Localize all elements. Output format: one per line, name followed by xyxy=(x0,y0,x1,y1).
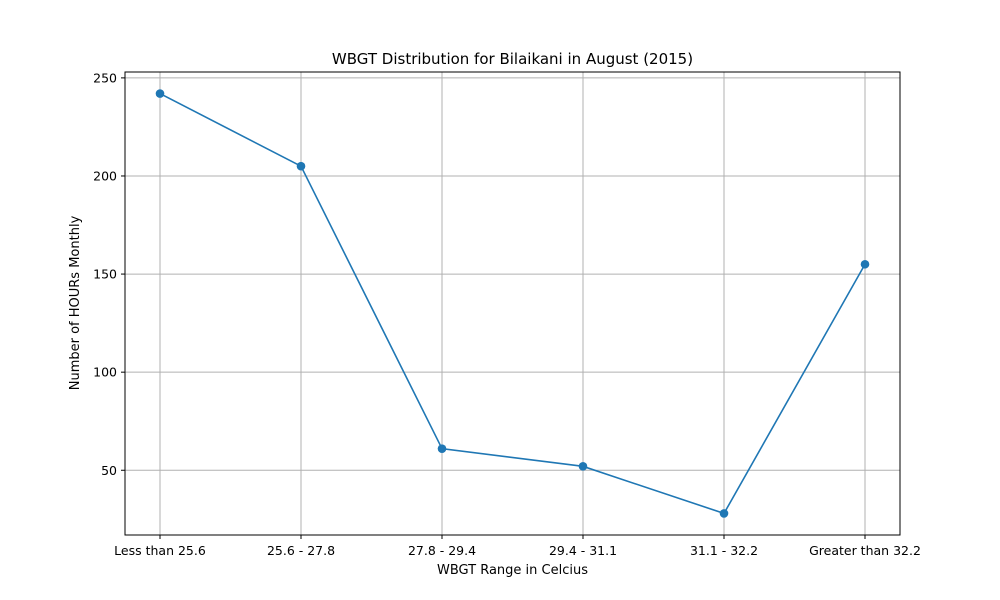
series-layer xyxy=(155,89,870,518)
data-point xyxy=(578,462,588,471)
plot-area-frame xyxy=(124,71,901,536)
data-point xyxy=(296,161,306,171)
y-tick-label: 200 xyxy=(93,168,117,183)
data-point xyxy=(155,89,165,98)
grid-lines xyxy=(125,72,900,535)
x-tick-label: 31.1 - 32.2 xyxy=(690,543,758,558)
series-line xyxy=(159,92,866,515)
x-tick-label: Greater than 32.2 xyxy=(809,543,921,558)
x-tick-label: Less than 25.6 xyxy=(114,543,206,558)
y-axis-label: Number of HOURs Monthly xyxy=(68,215,83,390)
data-point xyxy=(860,259,870,269)
y-tick-label: 250 xyxy=(93,70,117,85)
y-tick-label: 150 xyxy=(93,267,117,282)
y-tick-label: 100 xyxy=(93,365,117,380)
y-tick-label: 50 xyxy=(101,463,117,478)
data-point xyxy=(719,509,729,518)
data-point xyxy=(437,444,447,453)
x-axis-label: WBGT Range in Celcius xyxy=(437,563,588,578)
x-tick-label: 25.6 - 27.8 xyxy=(267,543,335,558)
x-tick-label: 27.8 - 29.4 xyxy=(408,543,476,558)
chart-title: WBGT Distribution for Bilaikani in Augus… xyxy=(332,50,693,68)
x-tick-label: 29.4 - 31.1 xyxy=(549,543,617,558)
axis-ticks: Less than 25.6 25.6 - 27.8 27.8 - 29.4 29.4… xyxy=(93,70,921,558)
